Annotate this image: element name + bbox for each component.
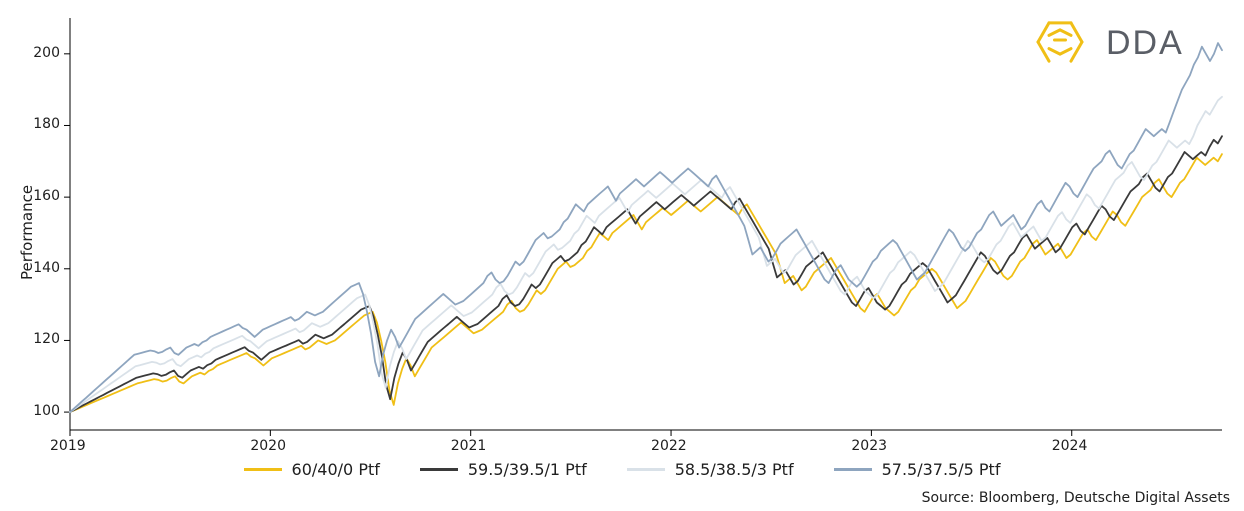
- x-tick-label: 2023: [851, 438, 887, 454]
- dda-logo-text: DDA: [1106, 24, 1184, 62]
- series-ptf_585_385_3: [70, 97, 1222, 412]
- x-tick-label: 2019: [50, 438, 86, 454]
- y-tick-label: 160: [33, 188, 60, 204]
- chart-legend: 60/40/0 Ptf 59.5/39.5/1 Ptf 58.5/38.5/3 Pt…: [0, 460, 1244, 479]
- legend-item-ptf_585_385_3: 58.5/38.5/3 Ptf: [627, 460, 794, 479]
- legend-label: 59.5/39.5/1 Ptf: [468, 460, 587, 479]
- legend-swatch: [834, 468, 872, 471]
- x-tick-label: 2024: [1052, 438, 1088, 454]
- y-tick-label: 120: [33, 331, 60, 347]
- series-ptf_575_375_5: [70, 43, 1222, 412]
- legend-label: 60/40/0 Ptf: [292, 460, 380, 479]
- legend-swatch: [627, 468, 665, 471]
- y-tick-label: 180: [33, 116, 60, 132]
- source-attribution: Source: Bloomberg, Deutsche Digital Asse…: [922, 490, 1230, 506]
- y-tick-label: 100: [33, 403, 60, 419]
- x-tick-label: 2022: [651, 438, 687, 454]
- series-ptf_595_395_1: [70, 136, 1222, 412]
- x-tick-label: 2021: [451, 438, 487, 454]
- legend-swatch: [244, 468, 282, 471]
- x-tick-label: 2020: [250, 438, 286, 454]
- legend-swatch: [420, 468, 458, 471]
- y-tick-label: 200: [33, 45, 60, 61]
- dda-logo-icon: DDA: [1028, 12, 1228, 72]
- legend-item-ptf_60_40_0: 60/40/0 Ptf: [244, 460, 380, 479]
- legend-item-ptf_575_375_5: 57.5/37.5/5 Ptf: [834, 460, 1001, 479]
- legend-item-ptf_595_395_1: 59.5/39.5/1 Ptf: [420, 460, 587, 479]
- dda-logo: DDA: [1028, 12, 1228, 72]
- legend-label: 58.5/38.5/3 Ptf: [675, 460, 794, 479]
- y-tick-label: 140: [33, 260, 60, 276]
- legend-label: 57.5/37.5/5 Ptf: [882, 460, 1001, 479]
